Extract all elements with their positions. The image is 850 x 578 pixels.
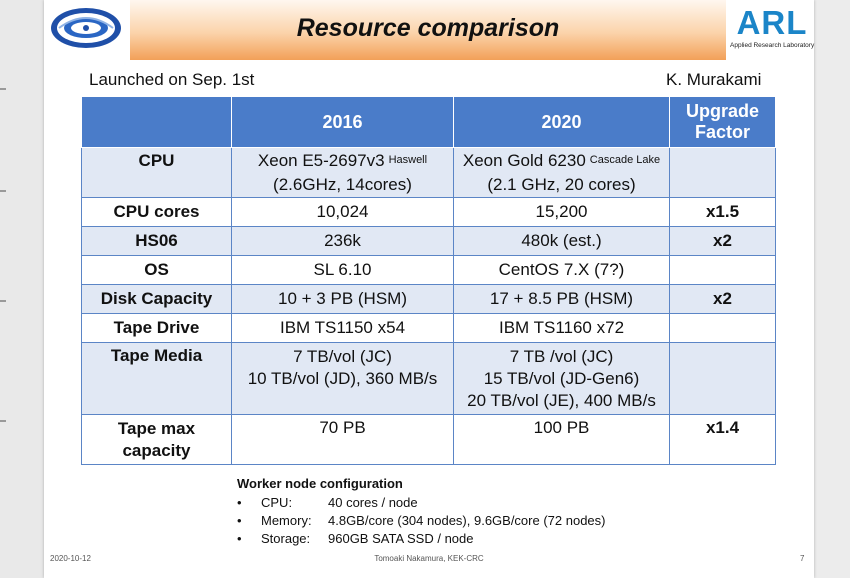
value-2016: 236k: [231, 226, 454, 256]
value-2020: Xeon Gold 6230 Cascade Lake (2.1 GHz, 20 …: [453, 147, 670, 198]
upgrade-factor: x1.5: [669, 197, 776, 227]
table-row: HS06 236k 480k (est.) x2: [81, 226, 776, 256]
cell-line: 7 TB/vol (JC): [293, 347, 392, 366]
table-row: Disk Capacity 10 + 3 PB (HSM) 17 + 8.5 P…: [81, 284, 776, 314]
left-thumbnail-strip: [0, 0, 45, 578]
arl-logo-text: ARL: [736, 4, 808, 41]
value-2016: 70 PB: [231, 414, 454, 465]
row-label: Tape max capacity: [81, 414, 232, 465]
strip-mark: [0, 190, 6, 192]
header-cell: Upgrade Factor: [669, 96, 776, 148]
upgrade-factor: [669, 255, 776, 285]
value-2016: SL 6.10: [231, 255, 454, 285]
cell-line: 7 TB /vol (JC): [509, 347, 614, 366]
cell-line: capacity: [122, 440, 191, 460]
codename-tag: Haswell: [388, 153, 428, 166]
upgrade-factor: [669, 147, 776, 198]
list-item: • Memory: 4.8GB/core (304 nodes), 9.6GB/co…: [237, 512, 606, 530]
worker-config-list: • CPU: 40 cores / node • Memory: 4.8GB/core …: [237, 494, 606, 548]
table-row: CPU cores 10,024 15,200 x1.5: [81, 197, 776, 227]
arl-logo-subtitle: Applied Research Laboratory: [730, 42, 815, 49]
upgrade-factor: [669, 342, 776, 415]
slide: Resource comparison ARL Applied Research…: [44, 0, 814, 578]
upgrade-factor: x1.4: [669, 414, 776, 465]
config-key: Memory:: [261, 513, 312, 528]
value-2016: Xeon E5-2697v3 Haswell (2.6GHz, 14cores): [231, 147, 454, 198]
value-2020: 100 PB: [453, 414, 670, 465]
config-value: 960GB SATA SSD / node: [328, 531, 474, 546]
page-number: 7: [800, 554, 805, 563]
footer-presenter: Tomoaki Nakamura, KEK-CRC: [374, 554, 484, 563]
row-label: OS: [81, 255, 232, 285]
upgrade-factor: [669, 313, 776, 343]
table-row: CPU Xeon E5-2697v3 Haswell (2.6GHz, 14cor…: [81, 147, 776, 198]
bullet-icon: •: [237, 495, 242, 510]
strip-mark: [0, 88, 6, 90]
config-value: 4.8GB/core (304 nodes), 9.6GB/core (72 n…: [328, 513, 606, 528]
cell-line: 15 TB/vol (JD-Gen6): [483, 369, 640, 388]
value-2020: 480k (est.): [453, 226, 670, 256]
row-label: HS06: [81, 226, 232, 256]
table-header-row: 2016 2020 Upgrade Factor: [81, 96, 776, 148]
bullet-icon: •: [237, 531, 242, 546]
slide-title: Resource comparison: [296, 14, 560, 42]
launch-date-text: Launched on Sep. 1st: [89, 70, 255, 89]
table-row: Tape max capacity 70 PB 100 PB x1.4: [81, 414, 776, 465]
row-label: Tape Media: [81, 342, 232, 415]
cell-line: Xeon E5-2697v3: [257, 150, 385, 170]
list-item: • CPU: 40 cores / node: [237, 494, 606, 512]
worker-node-config: Worker node configuration • CPU: 40 cores …: [237, 476, 606, 548]
header-cell: 2020: [453, 96, 670, 148]
footer-date: 2020-10-12: [50, 554, 91, 563]
list-item: • Storage: 960GB SATA SSD / node: [237, 530, 606, 548]
row-label: CPU cores: [81, 197, 232, 227]
cell-line: (2.1 GHz, 20 cores): [487, 174, 636, 194]
table-row: Tape Drive IBM TS1150 x54 IBM TS1160 x72: [81, 313, 776, 343]
value-2020: 15,200: [453, 197, 670, 227]
value-2020: IBM TS1160 x72: [453, 313, 670, 343]
header-cell: 2016: [231, 96, 454, 148]
row-label: CPU: [81, 147, 232, 198]
upgrade-factor: x2: [669, 226, 776, 256]
config-key: Storage:: [261, 531, 311, 546]
upgrade-factor: x2: [669, 284, 776, 314]
config-value: 40 cores / node: [328, 495, 418, 510]
resource-comparison-table: 2016 2020 Upgrade Factor CPU Xeon E5-269…: [81, 96, 776, 465]
header-cell: [81, 96, 232, 148]
cell-line: 20 TB/vol (JE), 400 MB/s: [467, 391, 656, 410]
value-2016: 7 TB/vol (JC) 10 TB/vol (JD), 360 MB/s: [231, 342, 454, 415]
value-2020: 7 TB /vol (JC) 15 TB/vol (JD-Gen6) 20 TB…: [453, 342, 670, 415]
value-2020: 17 + 8.5 PB (HSM): [453, 284, 670, 314]
arl-logo: ARL Applied Research Laboratory: [730, 4, 814, 54]
title-band: Resource comparison: [130, 0, 726, 60]
cell-line: Xeon Gold 6230: [462, 150, 586, 170]
cell-line: (2.6GHz, 14cores): [273, 174, 412, 194]
config-key: CPU:: [261, 495, 293, 510]
value-2016: IBM TS1150 x54: [231, 313, 454, 343]
strip-mark: [0, 420, 6, 422]
value-2020: CentOS 7.X (7?): [453, 255, 670, 285]
strip-mark: [0, 300, 6, 302]
cell-line: Tape max: [117, 418, 196, 438]
value-2016: 10,024: [231, 197, 454, 227]
author-name: K. Murakami: [666, 70, 762, 89]
row-label: Tape Drive: [81, 313, 232, 343]
row-label: Disk Capacity: [81, 284, 232, 314]
kek-logo-icon: [49, 6, 124, 50]
table-row: OS SL 6.10 CentOS 7.X (7?): [81, 255, 776, 285]
cell-line: 10 TB/vol (JD), 360 MB/s: [247, 369, 438, 388]
codename-tag: Cascade Lake: [589, 153, 661, 166]
worker-config-title: Worker node configuration: [237, 476, 403, 491]
table-row: Tape Media 7 TB/vol (JC) 10 TB/vol (JD),…: [81, 342, 776, 415]
value-2016: 10 + 3 PB (HSM): [231, 284, 454, 314]
bullet-icon: •: [237, 513, 242, 528]
